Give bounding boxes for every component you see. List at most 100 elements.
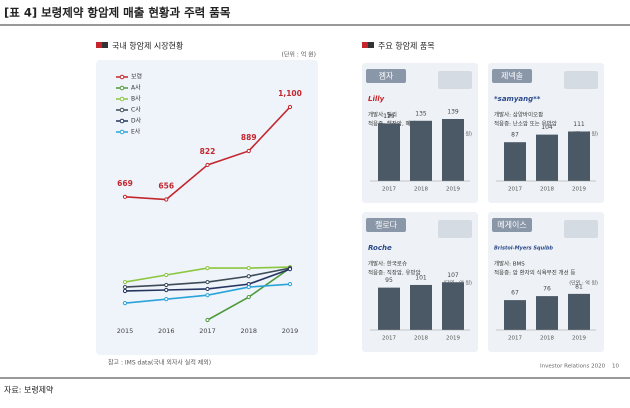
point — [205, 317, 210, 323]
point — [287, 104, 293, 110]
x-tick-label: 2017 — [382, 336, 396, 342]
panel-title: 국내 항암제 시장현황 — [112, 41, 184, 51]
card-tag — [366, 218, 406, 232]
bar — [442, 119, 464, 181]
product-name: 메게이스 — [497, 220, 526, 230]
legend-label: 보령 — [131, 73, 142, 81]
value-label: 822 — [200, 147, 216, 156]
developer: 개발사: 한국로슈 — [368, 260, 407, 268]
value-label: 1,100 — [278, 89, 302, 98]
point — [287, 267, 293, 272]
product-image — [564, 220, 598, 238]
point — [246, 148, 251, 154]
legend-label: A사 — [131, 84, 141, 92]
legend-label: D사 — [131, 117, 142, 125]
x-tick-label: 2018 — [240, 327, 257, 335]
legend-marker — [119, 74, 125, 80]
value-label: 95 — [385, 277, 393, 284]
bar — [536, 134, 558, 181]
point — [164, 297, 169, 302]
unit: (단위 : 억 원) — [569, 280, 598, 287]
icon — [362, 42, 368, 48]
x-tick-label: 2019 — [572, 187, 586, 193]
x-tick-label: 2017 — [508, 187, 522, 193]
point — [164, 282, 169, 288]
panel-title: 주요 항암제 품목 — [378, 41, 435, 51]
value-label: 101 — [415, 274, 427, 281]
product-image — [564, 71, 598, 89]
icon — [368, 42, 374, 48]
legend-label: C사 — [131, 106, 141, 114]
value-label: 656 — [158, 182, 174, 191]
x-tick-label: 2017 — [199, 327, 216, 335]
bar — [504, 142, 526, 181]
value-label: 669 — [117, 179, 133, 188]
x-tick-label: 2019 — [572, 336, 586, 342]
value-label: 129 — [383, 113, 395, 120]
value-label: 87 — [511, 132, 519, 139]
x-tick-label: 2017 — [508, 336, 522, 342]
bar — [378, 287, 400, 330]
bar — [536, 296, 558, 330]
bar — [568, 293, 590, 330]
value-label: 67 — [511, 290, 519, 297]
bar — [568, 131, 590, 181]
chart-panel — [96, 60, 318, 355]
x-tick-label: 2016 — [158, 327, 175, 335]
point — [205, 293, 210, 298]
point — [122, 279, 128, 285]
value-label: 111 — [573, 121, 585, 128]
product-image — [438, 71, 472, 89]
legend-marker — [119, 96, 125, 102]
legend-label: B사 — [131, 95, 141, 103]
icon — [102, 42, 108, 48]
developer: 개발사: 삼양바이오팜 — [494, 111, 543, 119]
value-label: 139 — [447, 109, 459, 116]
x-tick-label: 2017 — [382, 187, 396, 193]
page-number: 10 — [612, 364, 619, 370]
x-tick-label: 2018 — [414, 187, 428, 193]
icon — [96, 42, 102, 48]
maker-logo: Bristol-Myers Squibb — [494, 246, 553, 252]
legend-marker — [119, 118, 125, 124]
value-label: 76 — [543, 286, 551, 293]
point — [122, 194, 128, 199]
title: [표 4] 보령제약 항암제 매출 현황과 주력 품목 — [4, 6, 231, 20]
developer: 개발사: BMS — [494, 260, 525, 268]
value-label: 889 — [241, 133, 257, 142]
legend-label: E사 — [131, 128, 141, 136]
source: 자료: 보령제약 — [4, 385, 54, 395]
point — [205, 266, 210, 271]
legend-marker — [119, 129, 125, 135]
x-tick-label: 2018 — [540, 336, 554, 342]
value-label: 135 — [415, 110, 427, 117]
point — [205, 279, 210, 285]
bar — [504, 300, 526, 330]
note: 참고 : IMS data(국내 외자사 실적 제외) — [108, 359, 211, 367]
card-tag — [492, 69, 532, 83]
x-tick-label: 2019 — [282, 327, 299, 335]
point — [246, 266, 251, 271]
indication: 적응증: 암 환자의 식욕부진 개선 등 — [494, 269, 575, 277]
point — [287, 282, 293, 287]
product-name: 젤로다 — [375, 220, 398, 230]
legend-marker — [119, 107, 125, 113]
indication: 적응증: 직장암, 유방암 — [368, 269, 421, 277]
developer: 개발사: 릴리 — [368, 111, 397, 119]
point — [205, 162, 210, 168]
card-tag — [492, 218, 532, 232]
x-tick-label: 2019 — [446, 336, 460, 342]
value-label: 81 — [575, 283, 583, 290]
point — [246, 294, 251, 300]
unit: (단위 : 억 원) — [281, 51, 316, 59]
point — [122, 284, 128, 290]
x-tick-label: 2018 — [414, 336, 428, 342]
x-tick-label: 2019 — [446, 187, 460, 193]
maker-logo: Roche — [368, 244, 392, 252]
product-name: 젬자 — [379, 71, 394, 81]
product-image — [438, 220, 472, 238]
bar — [410, 120, 432, 181]
point — [164, 272, 169, 278]
point — [164, 287, 169, 293]
